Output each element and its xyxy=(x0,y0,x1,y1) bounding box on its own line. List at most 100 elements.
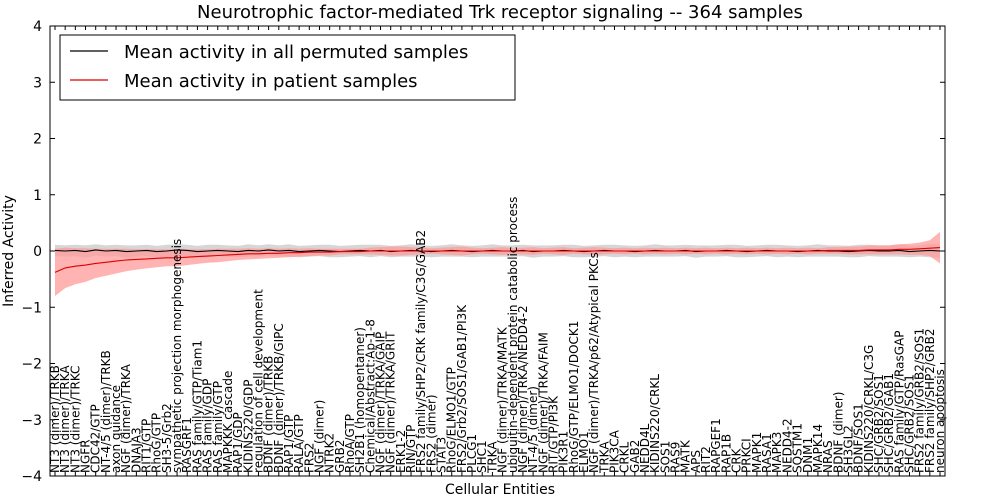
legend-label-patient: Mean activity in patient samples xyxy=(124,71,418,92)
x-tick-label: FRS2 xyxy=(302,442,316,473)
x-tick-label: RAS family/GTP xyxy=(211,381,225,473)
x-tick-label: MAPKKK cascade xyxy=(221,371,235,473)
x-tick-label: ubiquitin-dependent protein catabolic pr… xyxy=(506,197,520,473)
x-tick-label: SHC/GRB2/SOS1 xyxy=(872,374,886,473)
x-tick-label: NGF (dimer)/TRKA/p62/Atypical PKCs xyxy=(587,252,601,473)
legend: Mean activity in all permuted samples Me… xyxy=(59,34,516,101)
x-tick-label: SH3-5/Grb2 xyxy=(160,403,174,473)
x-tick-label: RALA/GTP xyxy=(292,414,306,473)
x-tick-label: RhoG/GTP xyxy=(150,413,164,473)
x-tick-label: RAS9 xyxy=(669,442,683,473)
x-tick-label: GAB2 xyxy=(628,440,642,473)
x-tick-label: KIDINS220/GDP xyxy=(241,380,255,474)
x-axis xyxy=(54,26,941,476)
x-tick-label: SOS1 xyxy=(658,441,672,473)
x-tick-label: SH2B1 (homopentamer) xyxy=(353,327,367,473)
x-tick-label: NEDD4L xyxy=(638,423,652,473)
y-axis-label: Inferred Activity xyxy=(1,195,17,307)
x-tick-label: NT3 (dimer)/TRKA xyxy=(58,365,72,473)
legend-box xyxy=(59,34,516,101)
x-tick-label: NT-4/5 (dimer) xyxy=(526,386,540,473)
x-tick-label: NGF (dimer)/TRKA/FAIM xyxy=(536,332,550,473)
x-tick-label: SHC1 xyxy=(475,440,489,473)
x-tick-label: TRKA xyxy=(485,441,499,474)
y-tick-label: −3 xyxy=(21,413,42,429)
x-tick-label: TRKA xyxy=(597,441,611,474)
x-tick-label: GRB2 xyxy=(333,439,347,473)
y-axis: 4 3 2 1 0 −1 −2 −3 −4 xyxy=(21,19,945,485)
x-tick-label: neuron apoptosis xyxy=(933,369,947,473)
x-tick-label: CRK xyxy=(730,447,744,473)
legend-label-permuted: Mean activity in all permuted samples xyxy=(124,42,468,63)
x-tick-label: SH3GL2 xyxy=(841,425,855,473)
x-tick-label: SHC/GRB2/GAB1 xyxy=(882,373,896,473)
y-tick-label: 3 xyxy=(33,75,42,91)
x-tick-label: PIK3CA xyxy=(608,429,622,473)
x-tick-label: PIK3R1 xyxy=(557,431,571,473)
x-tick-label: NGF (dimer)/TRKA/NEDD4-2 xyxy=(516,305,530,473)
x-tick-label: FRS2 family/GRB2/SOS1 xyxy=(913,328,927,473)
x-tick-label: BDNF/SOS1 xyxy=(852,403,866,473)
y-tick-label: 4 xyxy=(33,19,42,35)
x-tick-label: RIT1/GTP xyxy=(140,419,154,473)
series-layer xyxy=(54,231,941,296)
x-tick-label: NGFR xyxy=(79,439,93,473)
x-tick-label: BDNF (dimer) xyxy=(831,392,845,474)
x-tick-label: DNM1 xyxy=(801,437,815,473)
y-tick-label: −4 xyxy=(21,469,42,485)
chart-title: Neurotrophic factor-mediated Trk recepto… xyxy=(197,2,803,23)
x-tick-label: KIDINS220/CRKL/C3G xyxy=(862,345,876,473)
y-tick-label: 1 xyxy=(33,188,42,204)
x-tick-label: NGF (dimer)/TRKA/GRIT xyxy=(384,331,398,473)
x-tick-label: SHC/GRB2/SOS1 xyxy=(903,374,917,473)
x-tick-label: ELMO1 xyxy=(577,431,591,473)
x-tick-label: RASA1 xyxy=(760,433,774,473)
x-tick-label: KIDINS220/CRKL xyxy=(648,374,662,473)
x-tick-label: RAS family/GTP/RasGAP xyxy=(892,331,906,473)
x-tick-label: NGF (dimer) xyxy=(313,400,327,473)
x-tick-label: PLCG1 xyxy=(465,434,479,473)
x-tick-label: RIN/GTP xyxy=(404,425,418,473)
x-tick-label: MATK xyxy=(679,439,693,473)
x-tick-label: RAS family/GTP/Tiam1 xyxy=(190,340,204,473)
x-tick-label: MAPK1 xyxy=(750,432,764,473)
x-tick-label: PRKCI xyxy=(740,438,754,473)
x-tick-label: NT3 (dimer)/TRKB xyxy=(48,365,62,473)
x-tick-label: RAP1B xyxy=(719,434,733,473)
x-tick-label: NRAS xyxy=(821,440,835,473)
x-tick-label: DNAJA3 xyxy=(129,427,143,473)
x-tick-label: RIT2 xyxy=(699,446,713,473)
x-tick-label: CDC42/GTP xyxy=(89,404,103,473)
x-tick-label: axon guidance xyxy=(109,385,123,473)
x-axis-label: Cellular Entities xyxy=(445,482,555,498)
patient-mean-line xyxy=(54,247,941,273)
x-tick-label: NGF (dimer)/TRKA xyxy=(119,363,133,473)
x-tick-label: RhoA/GTP xyxy=(343,414,357,473)
x-tick-label: FRS2 family/SHP2/CRK family/C3G/GAB2 xyxy=(414,230,428,473)
x-tick-label: APS xyxy=(689,450,703,473)
x-tick-label: ERK1-2 xyxy=(394,430,408,473)
x-tick-label: FRS2/Grb2/SOS1/GAB1/PI3K xyxy=(455,304,469,473)
x-tick-label: RASGRF1 xyxy=(180,417,194,473)
x-tick-label: RAPGEF1 xyxy=(709,418,723,473)
y-tick-label: 0 xyxy=(33,244,42,260)
x-tick-label: RIT/GTP/PI3K xyxy=(546,395,560,473)
y-tick-label: −1 xyxy=(21,300,42,316)
x-tick-label: RhoG/GTP/ELMO1/DOCK1 xyxy=(567,321,581,473)
y-tick-label: 2 xyxy=(33,132,42,148)
x-tick-label: MAPK14 xyxy=(811,424,825,473)
x-tick-label: FRS2 family/SHP2/GRB2 xyxy=(923,329,937,473)
x-tick-label: NGF (dimer)/TRKA/GAIP xyxy=(374,332,388,473)
x-tick-label: STAT3 xyxy=(435,437,449,473)
x-tick-label: NGF (dimer)/TRKA/MATK xyxy=(496,326,510,473)
x-tick-label: FRS2 (dimer) xyxy=(424,394,438,473)
x-tick-label: Chemical/Abstract:Ap-1-8 xyxy=(363,319,377,473)
x-tick-label: RAP1/GDP xyxy=(231,412,245,473)
x-tick-label: NT3 (dimer)/TRKC xyxy=(68,366,82,473)
x-tick-label: BDNF (dimer)/TRKB xyxy=(262,356,276,473)
y-tick-label: −2 xyxy=(21,357,42,373)
x-tick-label: SQSTM1 xyxy=(791,423,805,473)
x-tick-label: NEDD4-2 xyxy=(780,418,794,473)
